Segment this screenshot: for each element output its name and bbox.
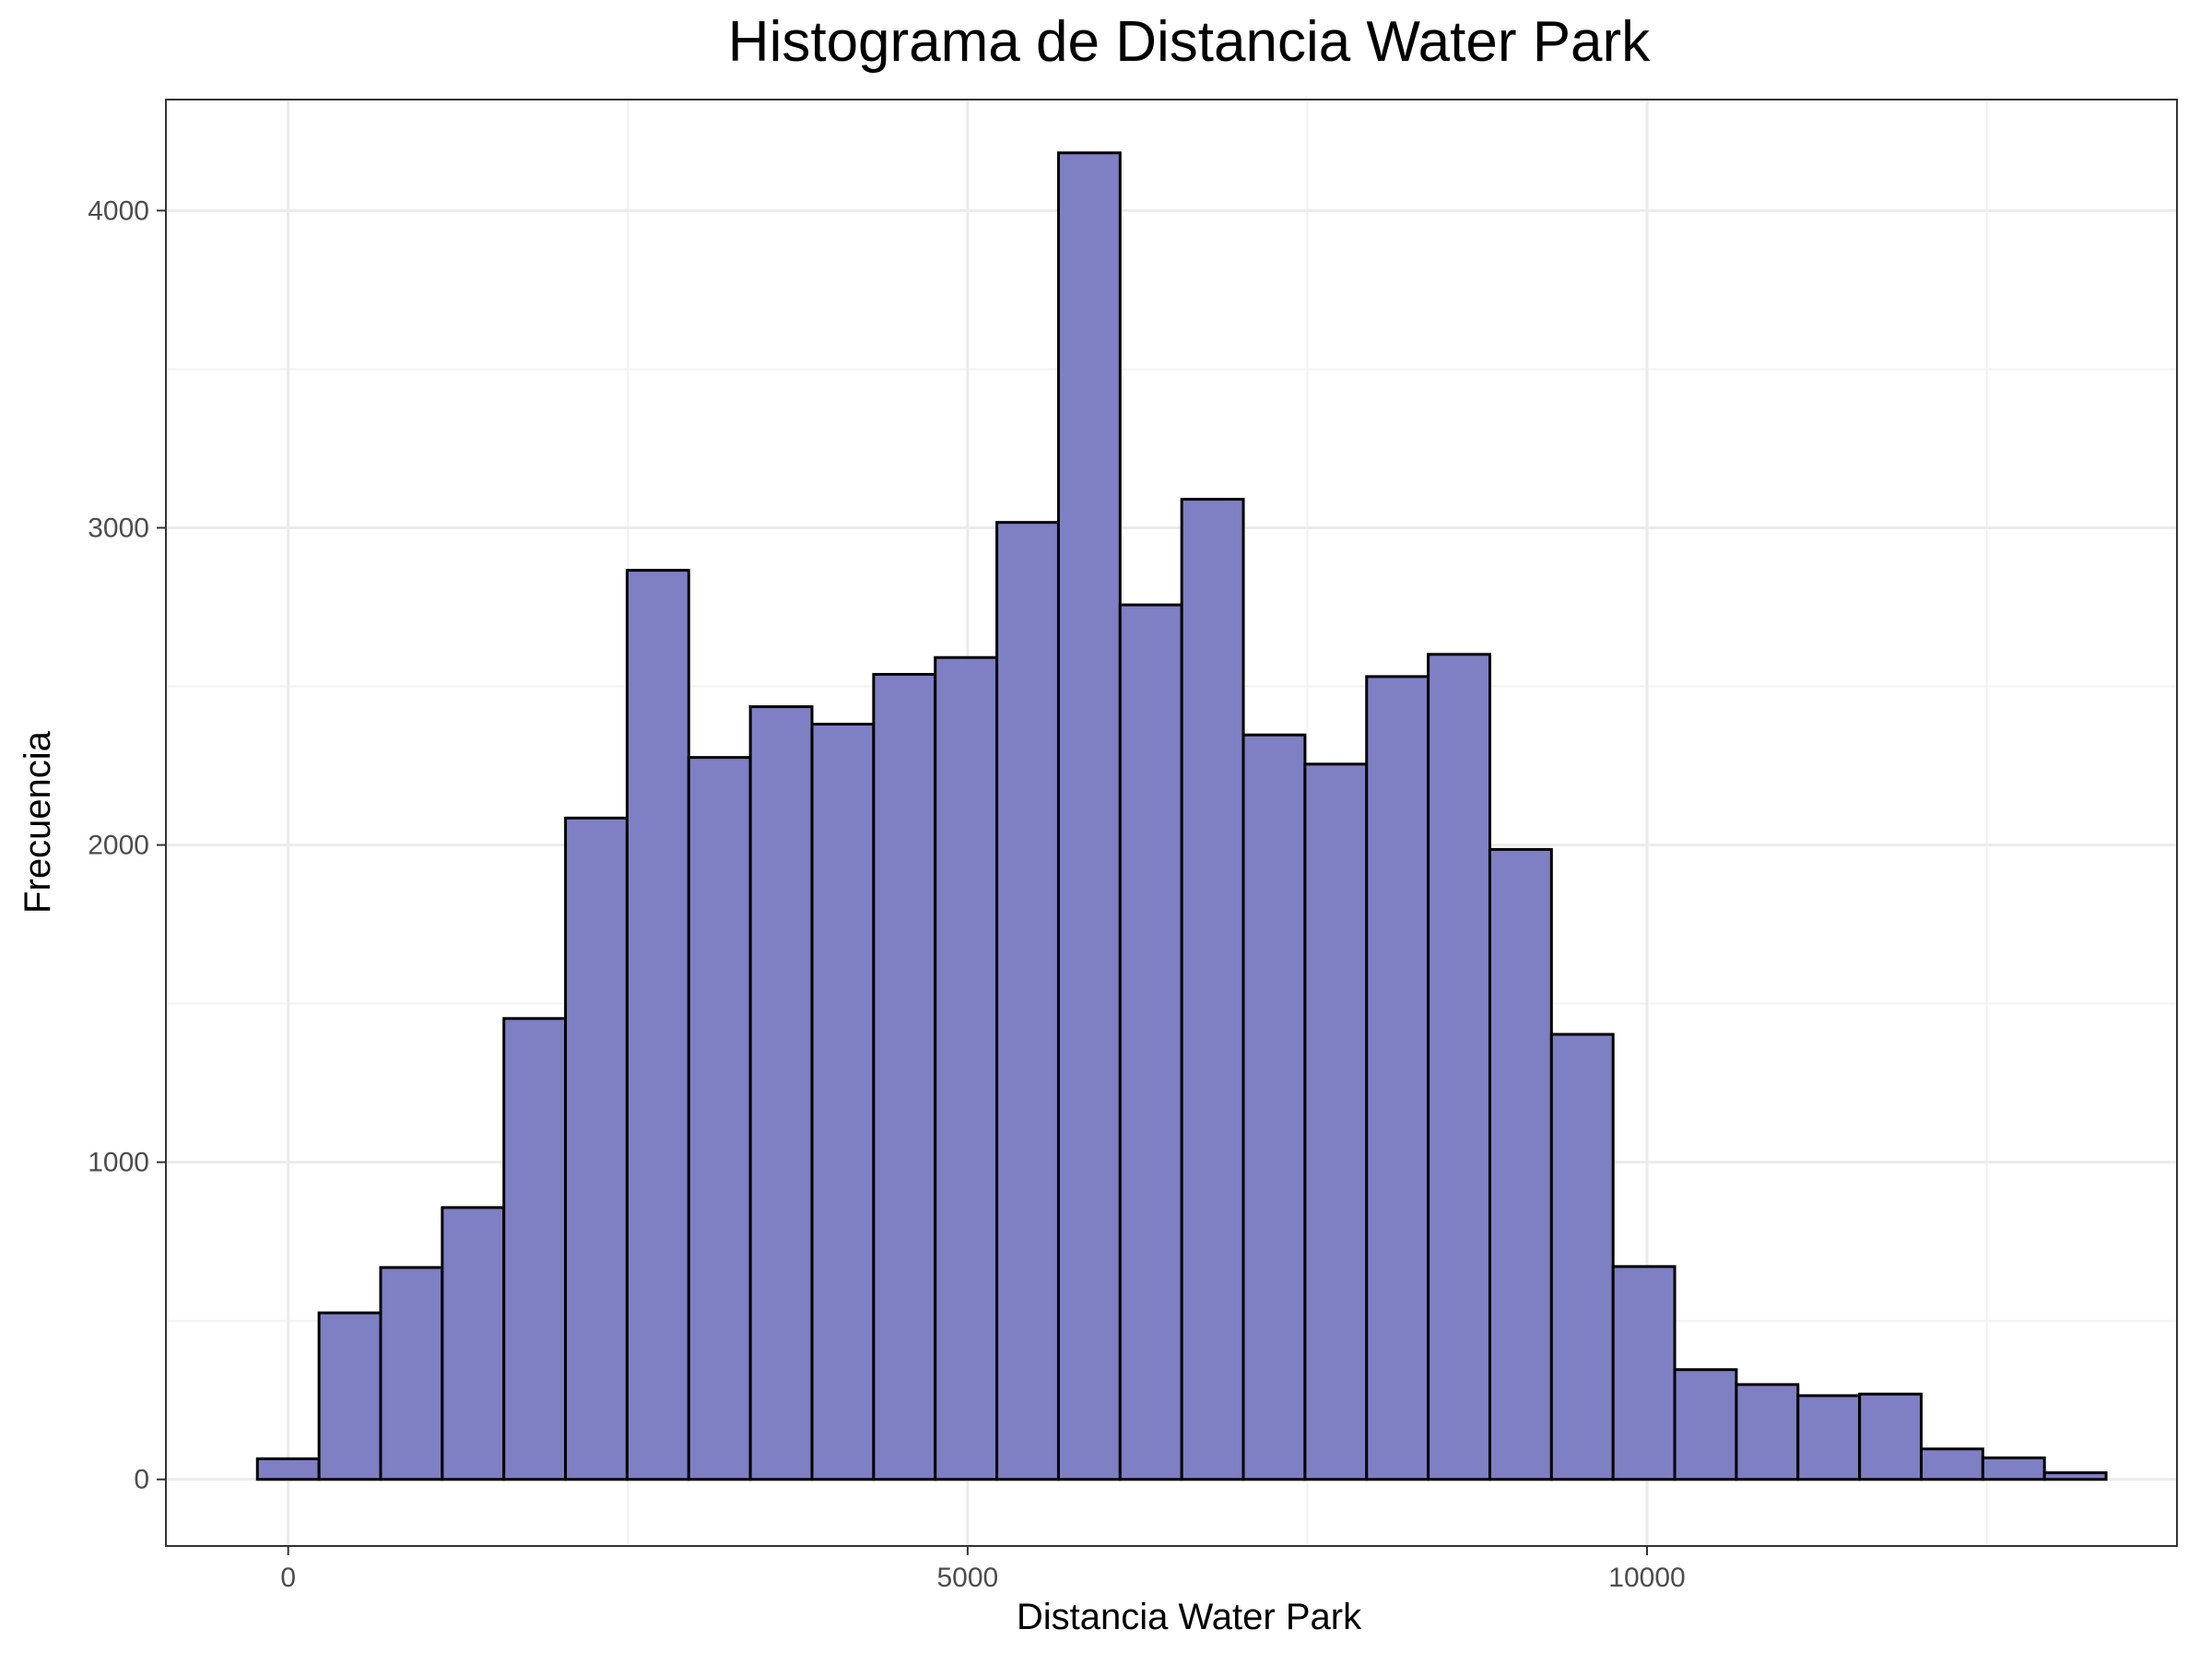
histogram-bar <box>687 756 752 1481</box>
histogram-bar <box>564 816 629 1481</box>
histogram-bar <box>810 722 876 1481</box>
x-tick-label: 0 <box>280 1563 296 1593</box>
y-tick-label: 1000 <box>88 1148 149 1178</box>
histogram-bar <box>379 1266 444 1481</box>
x-tick-label: 5000 <box>936 1563 998 1593</box>
histogram-bar <box>1549 1033 1615 1481</box>
histogram-bar <box>1180 498 1245 1481</box>
x-tick-label: 10000 <box>1608 1563 1685 1593</box>
histogram-bar <box>1241 733 1307 1481</box>
histogram-bar <box>1488 847 1553 1481</box>
histogram-bar <box>625 569 690 1481</box>
histogram-bar <box>1735 1383 1800 1481</box>
y-axis-title: Frecuencia <box>18 730 58 914</box>
histogram-bar <box>934 655 999 1481</box>
histogram-bar <box>1611 1265 1677 1481</box>
x-axis-title: Distancia Water Park <box>1017 1597 1362 1637</box>
histogram-bar <box>748 705 814 1481</box>
histogram-bar <box>1919 1447 1984 1481</box>
histogram-bar <box>1118 603 1183 1481</box>
histogram-bar <box>1858 1392 1923 1481</box>
bars-layer <box>255 151 2108 1481</box>
histogram-bar <box>2042 1471 2108 1481</box>
histogram-bar <box>1796 1394 1862 1481</box>
histogram-bar <box>1981 1456 2046 1481</box>
histogram-bar <box>1365 675 1430 1481</box>
histogram-bar <box>255 1457 321 1481</box>
histogram-bar <box>872 672 937 1481</box>
y-tick-label: 0 <box>134 1465 149 1495</box>
chart-title: Histograma de Distancia Water Park <box>728 10 1651 74</box>
histogram-bar <box>1056 151 1122 1481</box>
histogram-bar <box>1303 762 1369 1481</box>
panel-border <box>165 99 2178 1547</box>
histogram-bar <box>1427 653 1491 1481</box>
histogram-bar <box>995 521 1060 1481</box>
histogram-bar <box>1673 1368 1738 1481</box>
y-tick-label: 2000 <box>88 831 149 861</box>
y-tick-label: 3000 <box>88 513 149 544</box>
ticks-layer: 0 5000 10000 0 1000 2000 3000 4000 <box>88 195 1685 1593</box>
y-tick-label: 4000 <box>88 195 149 226</box>
histogram-bar <box>502 1017 568 1481</box>
histogram-bar <box>441 1206 506 1481</box>
histogram-bar <box>317 1311 382 1481</box>
